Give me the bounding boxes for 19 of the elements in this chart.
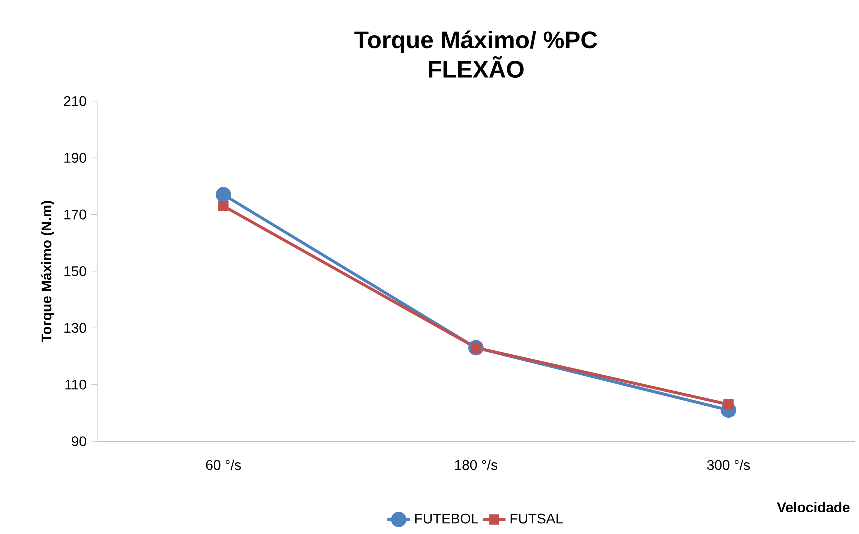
y-tick-label: 130 (64, 323, 86, 334)
x-axis-title: Velocidade (777, 502, 850, 513)
y-axis-title: Torque Máximo (N.m) (41, 201, 54, 343)
y-tick-label: 210 (64, 96, 86, 107)
y-tick-label: 170 (64, 210, 86, 220)
chart-title: Torque Máximo/ %PC (354, 31, 598, 54)
x-tick-label: 300 °/s (707, 460, 750, 470)
point (218, 201, 229, 212)
y-tick-label: 90 (72, 436, 86, 447)
x-tick-label: 60 °/s (206, 460, 242, 470)
legend-label: FUTSAL (510, 514, 563, 524)
chart-subtitle: FLEXÃO (429, 56, 524, 78)
point (216, 187, 232, 203)
point (724, 400, 734, 410)
legend-label: FUTEBOL (416, 514, 479, 524)
y-tick-label: 110 (66, 380, 86, 390)
x-tick-label: 180 °/s (455, 460, 498, 470)
y-tick-label: 150 (64, 266, 86, 277)
y-tick-label: 190 (64, 153, 86, 164)
